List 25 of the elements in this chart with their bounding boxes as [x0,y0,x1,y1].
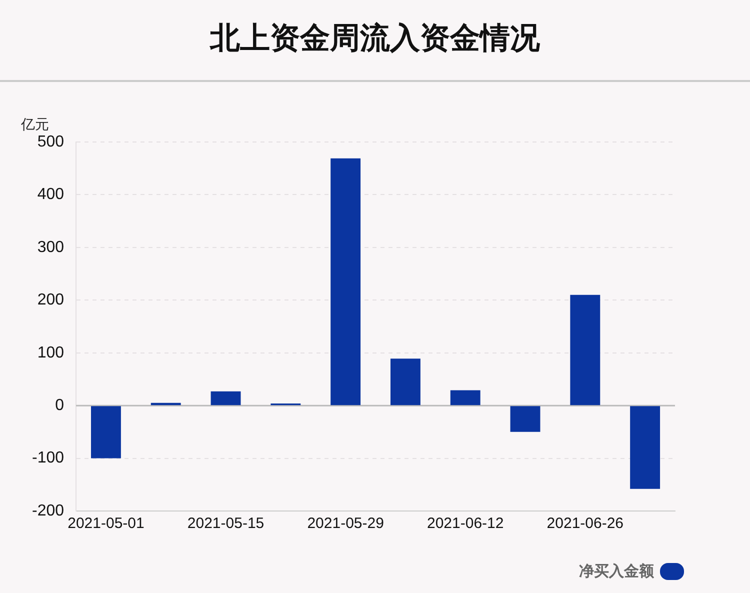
bar [450,390,480,406]
y-tick-label: -200 [32,502,64,520]
bar [330,158,361,406]
y-tick-label: -100 [32,450,64,467]
x-tick-label: 2021-05-15 [187,515,264,532]
y-axis-title: 亿元 [20,116,49,132]
y-tick-label: 400 [37,186,64,204]
chart-title: 北上资金周流入资金情况 [208,21,541,57]
y-tick-label: 300 [37,238,64,256]
bar [390,358,420,406]
bar [210,391,241,406]
bar [91,406,121,458]
x-tick-label: 2021-06-12 [426,515,504,532]
legend-label: 净买入金额 [579,562,654,581]
bar [510,406,540,432]
y-tick-label: 500 [37,133,64,150]
y-tick-label: 0 [55,396,64,414]
x-tick-label: 2021-05-01 [68,515,144,532]
bar [570,294,600,406]
x-tick-label: 2021-05-29 [307,515,384,532]
y-tick-label: 100 [37,344,64,362]
x-tick-label: 2021-06-26 [546,515,624,532]
bar [630,406,660,489]
bar [150,402,181,406]
y-tick-label: 200 [37,292,64,309]
